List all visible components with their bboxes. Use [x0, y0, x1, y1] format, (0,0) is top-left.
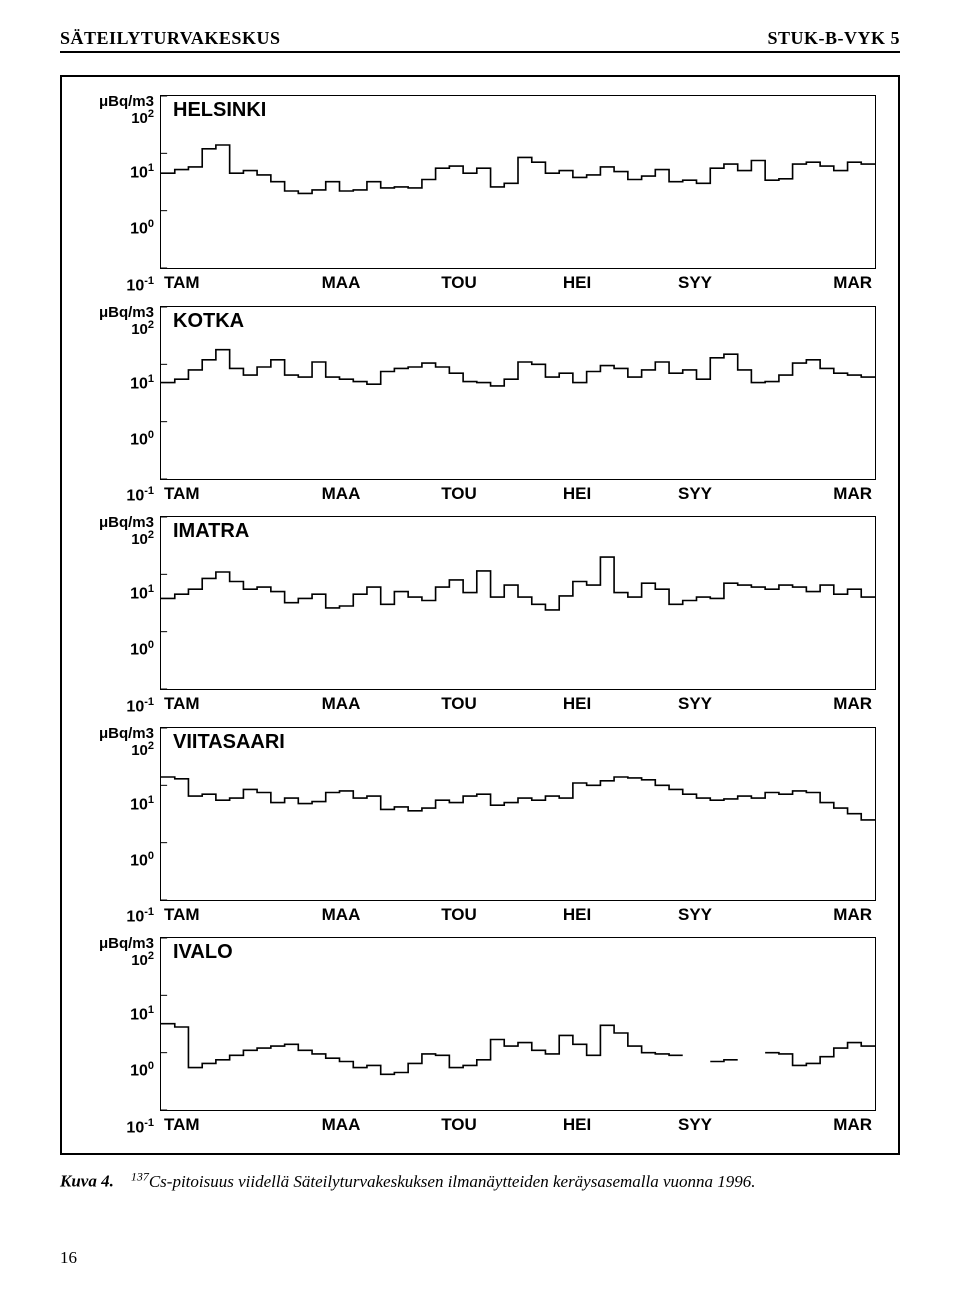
x-tick-3: HEI	[518, 273, 636, 295]
x-tick-4: SYY	[636, 1115, 754, 1137]
x-tick-1: MAA	[282, 484, 400, 506]
y-tick-1: 101	[130, 583, 154, 603]
x-tick-0: TAM	[164, 1115, 282, 1137]
x-tick-2: TOU	[400, 694, 518, 716]
x-axis: TAMMAATOUHEISYYMAR	[160, 269, 876, 295]
y-tick-2: 100	[130, 850, 154, 870]
x-axis: TAMMAATOUHEISYYMAR	[160, 901, 876, 927]
x-tick-2: TOU	[400, 273, 518, 295]
x-tick-2: TOU	[400, 484, 518, 506]
caption-isotope-sup: 137	[131, 1169, 149, 1183]
x-tick-4: SYY	[636, 694, 754, 716]
x-tick-5: MAR	[754, 905, 872, 927]
chart-column: IMATRA TAMMAATOUHEISYYMAR	[160, 516, 876, 716]
y-tick-1: 101	[130, 373, 154, 393]
panel-helsinki: μBq/m3102 101 100 10-1 HELSINKI TAMMAATOUHEI…	[72, 95, 876, 295]
step-chart	[161, 728, 875, 900]
chart-column: VIITASAARI TAMMAATOUHEISYYMAR	[160, 727, 876, 927]
chart-column: IVALO TAMMAATOUHEISYYMAR	[160, 937, 876, 1137]
header-right: STUK-B-VYK 5	[767, 28, 900, 49]
y-axis: μBq/m3102 101 100 10-1	[72, 95, 160, 295]
x-tick-1: MAA	[282, 905, 400, 927]
y-unit-top-tick: μBq/m3102	[99, 937, 154, 969]
x-tick-4: SYY	[636, 484, 754, 506]
x-tick-0: TAM	[164, 694, 282, 716]
x-tick-0: TAM	[164, 905, 282, 927]
x-tick-5: MAR	[754, 694, 872, 716]
x-axis: TAMMAATOUHEISYYMAR	[160, 480, 876, 506]
x-tick-3: HEI	[518, 905, 636, 927]
page-number: 16	[60, 1248, 77, 1268]
x-tick-4: SYY	[636, 905, 754, 927]
panel-ivalo: μBq/m3102 101 100 10-1 IVALO TAMMAATOUHEISYY…	[72, 937, 876, 1137]
y-tick-2: 100	[130, 218, 154, 238]
figure-frame: μBq/m310210110010-1HELSINKI TAMMAATOUHEI…	[60, 75, 900, 1155]
x-tick-3: HEI	[518, 694, 636, 716]
y-tick-2: 100	[130, 429, 154, 449]
plot-area: VIITASAARI	[160, 727, 876, 901]
plot-area: IMATRA	[160, 516, 876, 690]
x-tick-4: SYY	[636, 273, 754, 295]
y-tick-3: 10-1	[126, 1117, 154, 1137]
y-tick-1: 101	[130, 162, 154, 182]
plot-area: KOTKA	[160, 306, 876, 480]
x-tick-1: MAA	[282, 1115, 400, 1137]
y-tick-3: 10-1	[126, 275, 154, 295]
step-chart	[161, 938, 875, 1110]
x-axis: TAMMAATOUHEISYYMAR	[160, 1111, 876, 1137]
x-tick-5: MAR	[754, 1115, 872, 1137]
plot-area: HELSINKI	[160, 95, 876, 269]
y-tick-2: 100	[130, 639, 154, 659]
header-left: SÄTEILYTURVAKESKUS	[60, 28, 280, 49]
y-tick-3: 10-1	[126, 906, 154, 926]
chart-column: HELSINKI TAMMAATOUHEISYYMAR	[160, 95, 876, 295]
x-tick-1: MAA	[282, 694, 400, 716]
x-tick-0: TAM	[164, 273, 282, 295]
y-axis: μBq/m3102 101 100 10-1	[72, 516, 160, 716]
x-tick-5: MAR	[754, 484, 872, 506]
y-axis: μBq/m3102 101 100 10-1	[72, 306, 160, 506]
y-unit-top-tick: μBq/m3102	[99, 306, 154, 338]
y-tick-3: 10-1	[126, 485, 154, 505]
caption-label: Kuva 4.	[60, 1172, 114, 1191]
x-tick-3: HEI	[518, 1115, 636, 1137]
x-tick-2: TOU	[400, 905, 518, 927]
y-unit-top-tick: μBq/m3102	[99, 516, 154, 548]
x-tick-5: MAR	[754, 273, 872, 295]
panel-kotka: μBq/m3102 101 100 10-1 KOTKA TAMMAATOUHEISYY…	[72, 306, 876, 506]
y-axis: μBq/m3102 101 100 10-1	[72, 937, 160, 1137]
caption-text: Cs-pitoisuus viidellä Säteilyturvakeskuk…	[149, 1172, 756, 1191]
y-unit-top-tick: μBq/m3102	[99, 727, 154, 759]
chart-column: KOTKA TAMMAATOUHEISYYMAR	[160, 306, 876, 506]
x-axis: TAMMAATOUHEISYYMAR	[160, 690, 876, 716]
panel-imatra: μBq/m3102 101 100 10-1 IMATRA TAMMAATOUHEISY…	[72, 516, 876, 716]
y-tick-1: 101	[130, 1004, 154, 1024]
step-chart	[161, 96, 875, 268]
y-unit-top-tick: μBq/m3102	[99, 95, 154, 127]
x-tick-2: TOU	[400, 1115, 518, 1137]
y-tick-3: 10-1	[126, 696, 154, 716]
panel-viitasaari: μBq/m3102 101 100 10-1 VIITASAARI TAMMAATOUH…	[72, 727, 876, 927]
x-tick-3: HEI	[518, 484, 636, 506]
y-tick-2: 100	[130, 1060, 154, 1080]
y-axis: μBq/m3102 101 100 10-1	[72, 727, 160, 927]
step-chart	[161, 307, 875, 479]
figure-caption: Kuva 4. 137Cs-pitoisuus viidellä Säteily…	[60, 1169, 900, 1192]
x-tick-0: TAM	[164, 484, 282, 506]
plot-area: IVALO	[160, 937, 876, 1111]
x-tick-1: MAA	[282, 273, 400, 295]
y-tick-1: 101	[130, 794, 154, 814]
header-rule	[60, 51, 900, 53]
step-chart	[161, 517, 875, 689]
